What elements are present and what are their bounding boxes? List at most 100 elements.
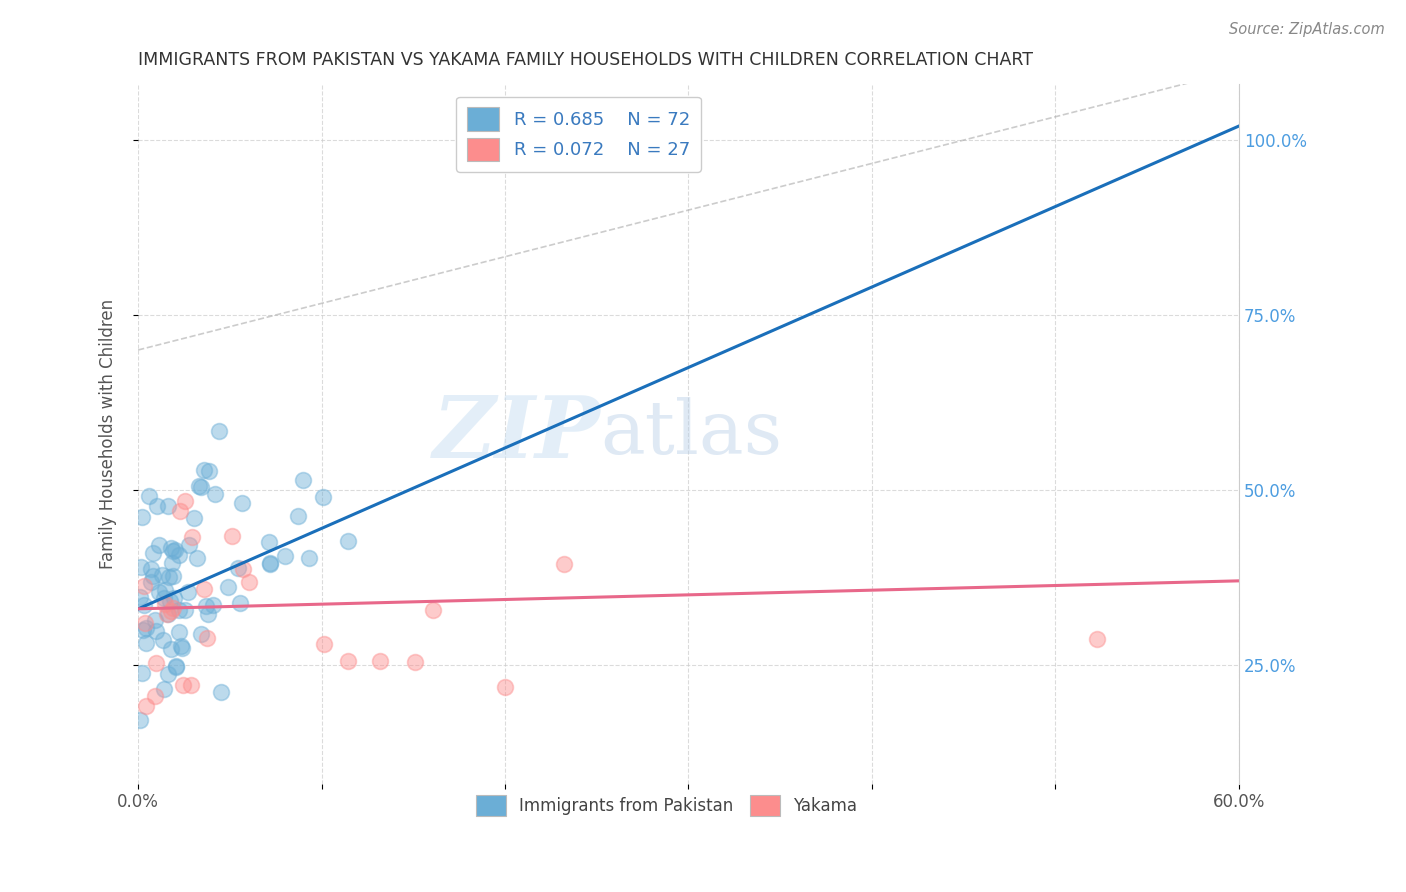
Point: [292, 473, 315, 487]
Point: [228, 561, 250, 575]
Point: [198, 464, 221, 478]
Point: [312, 637, 335, 651]
Point: [145, 656, 167, 670]
Point: [159, 594, 181, 608]
Point: [146, 499, 169, 513]
Point: [165, 659, 187, 673]
Point: [232, 562, 254, 576]
Point: [298, 551, 321, 566]
Point: [132, 579, 155, 593]
Point: [195, 599, 218, 613]
Point: [160, 603, 183, 617]
Point: [170, 640, 193, 655]
Point: [135, 635, 157, 649]
Point: [174, 494, 197, 508]
Point: [221, 529, 243, 543]
Point: [238, 574, 260, 589]
Point: [422, 603, 444, 617]
Point: [180, 678, 202, 692]
Point: [183, 511, 205, 525]
Y-axis label: Family Households with Children: Family Households with Children: [100, 299, 117, 569]
Point: [156, 499, 179, 513]
Point: [162, 544, 184, 558]
Point: [553, 557, 575, 571]
Point: [228, 596, 250, 610]
Point: [148, 538, 170, 552]
Point: [259, 558, 281, 572]
Point: [131, 509, 153, 524]
Point: [197, 607, 219, 621]
Point: [208, 424, 231, 438]
Point: [129, 560, 152, 574]
Point: [201, 598, 224, 612]
Point: [193, 463, 215, 477]
Point: [257, 534, 280, 549]
Point: [138, 489, 160, 503]
Point: [1085, 632, 1108, 647]
Point: [139, 562, 162, 576]
Point: [167, 624, 190, 639]
Point: [166, 660, 188, 674]
Point: [142, 546, 165, 560]
Point: [135, 699, 157, 714]
Point: [157, 607, 180, 621]
Point: [336, 654, 359, 668]
Point: [145, 624, 167, 638]
Point: [152, 681, 174, 696]
Point: [167, 549, 190, 563]
Text: IMMIGRANTS FROM PAKISTAN VS YAKAMA FAMILY HOUSEHOLDS WITH CHILDREN CORRELATION C: IMMIGRANTS FROM PAKISTAN VS YAKAMA FAMIL…: [138, 51, 1033, 69]
Point: [217, 580, 239, 594]
Point: [135, 621, 157, 635]
Point: [204, 486, 226, 500]
Point: [148, 584, 170, 599]
Point: [160, 557, 183, 571]
Point: [160, 641, 183, 656]
Point: [186, 551, 208, 566]
Point: [162, 601, 184, 615]
Point: [167, 603, 190, 617]
Point: [157, 569, 180, 583]
Point: [190, 627, 212, 641]
Point: [177, 539, 200, 553]
Point: [494, 680, 516, 694]
Point: [311, 490, 333, 504]
Point: [150, 567, 173, 582]
Point: [259, 556, 281, 570]
Point: [153, 583, 176, 598]
Point: [153, 597, 176, 611]
Legend: Immigrants from Pakistan, Yakama: Immigrants from Pakistan, Yakama: [467, 786, 866, 824]
Point: [188, 479, 211, 493]
Point: [156, 666, 179, 681]
Point: [368, 654, 391, 668]
Point: [211, 685, 233, 699]
Point: [193, 582, 215, 596]
Point: [145, 613, 167, 627]
Point: [132, 598, 155, 612]
Point: [195, 631, 218, 645]
Point: [287, 508, 309, 523]
Point: [190, 480, 212, 494]
Point: [156, 607, 179, 621]
Point: [231, 495, 253, 509]
Text: atlas: atlas: [600, 398, 783, 470]
Point: [162, 568, 184, 582]
Point: [404, 655, 426, 669]
Point: [152, 633, 174, 648]
Point: [143, 690, 166, 704]
Point: [153, 591, 176, 606]
Text: Source: ZipAtlas.com: Source: ZipAtlas.com: [1229, 22, 1385, 37]
Point: [176, 585, 198, 599]
Point: [134, 616, 156, 631]
Point: [142, 569, 165, 583]
Point: [163, 591, 186, 605]
Point: [165, 543, 187, 558]
Point: [129, 713, 152, 727]
Point: [337, 533, 360, 548]
Text: ZIP: ZIP: [433, 392, 600, 475]
Point: [274, 549, 297, 564]
Point: [174, 603, 197, 617]
Point: [131, 623, 153, 637]
Point: [160, 541, 183, 555]
Point: [180, 530, 202, 544]
Point: [169, 504, 191, 518]
